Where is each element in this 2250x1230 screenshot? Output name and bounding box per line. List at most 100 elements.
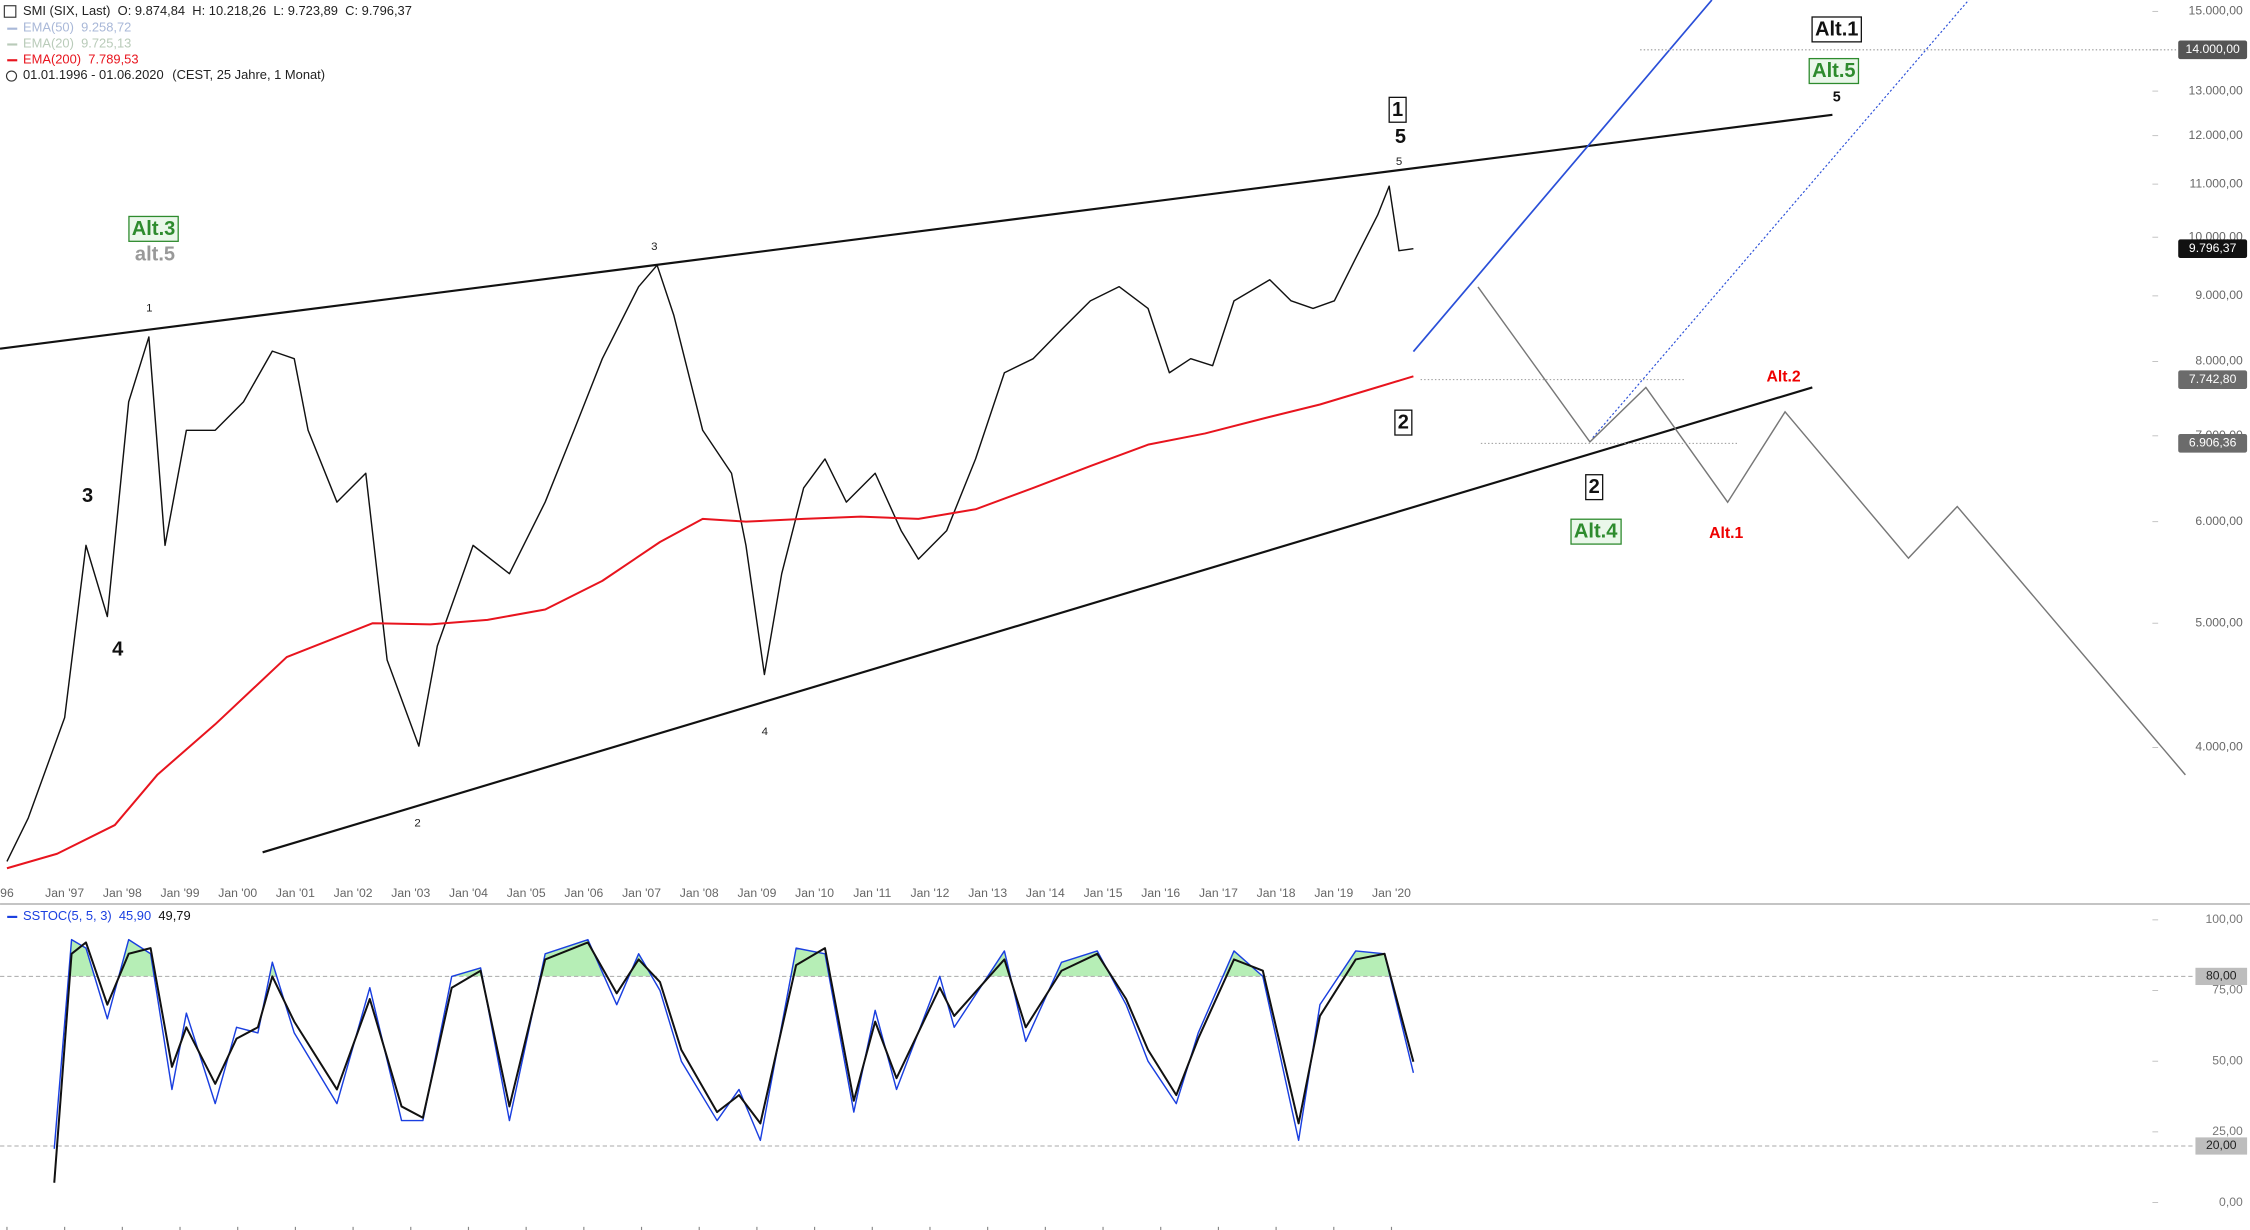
legend-value: 49,79: [158, 908, 190, 923]
lower-trendline: [262, 386, 1813, 854]
marker-box: [2178, 434, 2248, 453]
series-line: [53, 941, 1415, 1183]
wave-label: 3: [651, 241, 657, 253]
level-label: 20,00: [2206, 1138, 2237, 1152]
stoch-legend: SSTOC(5, 5, 3) 45,90 49,79: [23, 908, 191, 923]
legend-value: 7.789,53: [88, 52, 138, 67]
y-tick-label: 9.000,00: [2195, 288, 2243, 302]
label-box: [1570, 518, 1622, 545]
y-tick-label: 11.000,00: [2189, 176, 2243, 190]
y-tick-label: 50,00: [2212, 1053, 2243, 1067]
wave-label: 2: [1589, 476, 1600, 498]
close: C: 9.796,37: [345, 4, 412, 19]
x-tick-label: Jan '09: [737, 886, 776, 900]
x-tick-label: Jan '12: [911, 886, 950, 900]
wave-label: Alt.2: [1767, 369, 1801, 386]
legend-name: EMA(200): [23, 52, 81, 67]
drawings: [0, 0, 2186, 854]
x-tick-label: Jan '02: [334, 886, 373, 900]
legend-name: EMA(50): [23, 20, 74, 35]
high: H: 10.218,26: [192, 4, 266, 19]
level-box: [2195, 1137, 2248, 1155]
wave-label: Alt.5: [1812, 60, 1856, 82]
x-tick-label: Jan '17: [1199, 886, 1238, 900]
period-note: (CEST, 25 Jahre, 1 Monat): [172, 67, 325, 82]
open: O: 9.874,84: [118, 4, 185, 19]
legend-value: 45,90: [119, 908, 151, 923]
label-box: [128, 215, 179, 242]
x-tick-label: Jan '99: [161, 886, 200, 900]
clock-icon: [5, 70, 18, 82]
wave-label: alt.5: [135, 244, 175, 266]
marker-box: [2178, 40, 2248, 60]
label-box: [1808, 57, 1860, 85]
marker-box: [2178, 239, 2248, 258]
y-tick-label: 12.000,00: [2189, 128, 2243, 142]
symbol: SMI (SIX, Last): [23, 4, 111, 19]
y-tick-label: 6.000,00: [2195, 514, 2243, 528]
wave-label: Alt.3: [132, 218, 176, 240]
x-tick-label: Jan '15: [1084, 886, 1123, 900]
wave-label: Alt.1: [1709, 525, 1743, 542]
wave-label: 1: [146, 303, 152, 315]
wave-label: Alt.4: [1574, 521, 1618, 543]
period: 01.01.1996 - 01.06.2020 (CEST, 25 Jahre, …: [23, 67, 325, 82]
x-tick-label: Jan '07: [622, 886, 661, 900]
label-box: [1388, 96, 1407, 123]
level-label: 80,00: [2206, 969, 2237, 983]
legend-name: SSTOC(5, 5, 3): [23, 908, 112, 923]
wave-label: 3: [82, 485, 93, 507]
legend-value: 9.258,72: [81, 20, 131, 35]
blue-projection: [1412, 0, 1713, 353]
x-tick-label: Jan '20: [1372, 886, 1411, 900]
x-tick-label: Jan '04: [449, 886, 488, 900]
label-box: [1811, 16, 1862, 43]
legend-value: 9.725,13: [81, 36, 131, 51]
blue-dotted-projection: [1592, 0, 1970, 439]
y-tick-label: 0,00: [2219, 1195, 2243, 1209]
x-tick-label: Jan '01: [276, 886, 315, 900]
series-line: [6, 375, 1414, 870]
legend-name: EMA(20): [23, 36, 74, 51]
wave-label: Alt.1: [1815, 18, 1859, 40]
y-tick-label: 25,00: [2212, 1124, 2243, 1138]
y-tick-label: 5.000,00: [2195, 615, 2243, 629]
marker-label: 6.906,36: [2189, 436, 2237, 450]
y-tick-label: 13.000,00: [2189, 83, 2243, 97]
x-tick-label: Jan '05: [507, 886, 546, 900]
period-range: 01.01.1996 - 01.06.2020: [23, 67, 164, 82]
wave-projection: [1477, 286, 2186, 776]
plot: 96 Jan '97 Jan '98 Jan '99 Jan '00 Jan '01 Jan…: [0, 4, 2248, 1230]
x-tick-label: Jan '10: [795, 886, 834, 900]
wave-label: 5: [1395, 126, 1406, 148]
x-tick-label: Jan '18: [1257, 886, 1296, 900]
x-tick-label: Jan '19: [1314, 886, 1353, 900]
wave-label: 2: [1398, 412, 1409, 434]
marker-box: [2178, 370, 2248, 389]
x-tick-label: 96: [0, 886, 14, 900]
y-tick-label: 75,00: [2212, 983, 2243, 997]
wave-label: 1: [1392, 99, 1403, 121]
ema200-legend: EMA(200) 7.789,53: [23, 52, 139, 67]
x-tick-label: Jan '97: [45, 886, 84, 900]
x-tick-label: Jan '00: [218, 886, 257, 900]
series-line: [53, 938, 1415, 1149]
wave-label: 2: [414, 818, 420, 830]
x-tick-label: Jan '16: [1141, 886, 1180, 900]
low: L: 9.723,89: [273, 4, 338, 19]
wave-label: 5: [1833, 89, 1841, 105]
y-tick-label: 15.000,00: [2189, 4, 2243, 18]
label-box: [1394, 409, 1413, 436]
ema50-legend: EMA(50) 9.258,72: [23, 20, 131, 35]
x-tick-label: Jan '08: [680, 886, 719, 900]
label-box: [1585, 474, 1604, 501]
x-tick-label: Jan '14: [1026, 886, 1065, 900]
marker-label: 14.000,00: [2186, 42, 2240, 56]
ema20-legend: EMA(20) 9.725,13: [23, 36, 131, 51]
y-tick-label: 8.000,00: [2195, 354, 2243, 368]
level-box: [2195, 967, 2248, 986]
header: SMI (SIX, Last) O: 9.874,84 H: 10.218,26 L:…: [3, 4, 412, 923]
marker-label: 9.796,37: [2189, 241, 2237, 255]
